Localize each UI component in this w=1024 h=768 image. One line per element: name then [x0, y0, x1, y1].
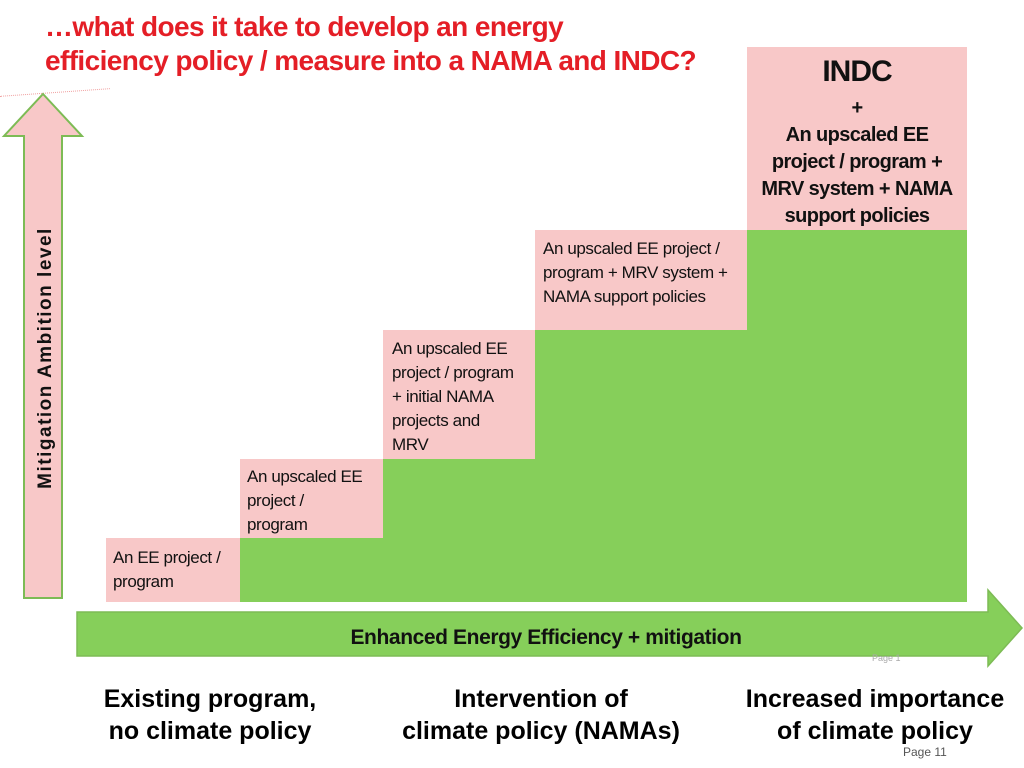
- step-4-line-1: An upscaled EE project /: [543, 239, 720, 258]
- footer-left: Existing program, no climate policy: [60, 683, 360, 747]
- step-2-line-3: program: [247, 515, 308, 534]
- vertical-arrow: [1, 92, 85, 599]
- step-box-4: An upscaled EE project / program + MRV s…: [535, 230, 747, 330]
- step-box-1: An EE project / program: [106, 538, 240, 602]
- step-box-2: An upscaled EE project / program: [240, 459, 383, 538]
- faint-page-label: Page 1: [872, 653, 901, 663]
- slide-title: …what does it take to develop an energy …: [45, 10, 725, 78]
- step-3-line-2: project / program: [392, 363, 514, 382]
- footer-center-line-2: climate policy (NAMAs): [402, 717, 680, 745]
- green-block-4: [747, 230, 967, 331]
- step-2-line-2: project /: [247, 491, 304, 510]
- step-3-line-3: + initial NAMA: [392, 387, 494, 406]
- green-block-3: [535, 330, 967, 460]
- vertical-axis-label-text: Mitigation Ambition level: [35, 227, 56, 489]
- indc-box: INDC + An upscaled EE project / program …: [747, 47, 967, 230]
- indc-line-2: project / program +: [771, 151, 943, 173]
- green-block-2: [383, 459, 967, 539]
- step-2-line-1: An upscaled EE: [247, 467, 363, 486]
- horizontal-arrow: [76, 588, 1024, 668]
- horizontal-arrow-label: Enhanced Energy Efficiency + mitigation: [350, 626, 742, 649]
- title-line-2: efficiency policy / measure into a NAMA …: [45, 45, 697, 76]
- step-box-3: An upscaled EE project / program + initi…: [383, 330, 535, 459]
- footer-right-line-2: of climate policy: [777, 717, 973, 745]
- page-number: Page 11: [903, 745, 947, 759]
- footer-right: Increased importance of climate policy: [730, 683, 1020, 747]
- footer-left-line-1: Existing program,: [103, 685, 317, 713]
- footer-left-line-2: no climate policy: [108, 717, 312, 745]
- step-3-line-5: MRV: [392, 435, 429, 454]
- step-4-line-2: program + MRV system +: [543, 263, 728, 282]
- indc-heading: INDC: [822, 55, 892, 88]
- footer-center-line-1: Intervention of: [454, 685, 628, 713]
- footer-center: Intervention of climate policy (NAMAs): [380, 683, 702, 747]
- indc-plus: +: [851, 97, 863, 119]
- step-4-line-3: NAMA support policies: [543, 287, 706, 306]
- vertical-axis-label: Mitigation Ambition level: [28, 188, 64, 528]
- step-3-line-1: An upscaled EE: [392, 339, 508, 358]
- indc-line-4: support policies: [784, 205, 930, 227]
- indc-line-1: An upscaled EE: [785, 124, 929, 146]
- footer-right-line-1: Increased importance: [745, 685, 1005, 713]
- step-1-line-1: An EE project /: [113, 548, 221, 567]
- step-3-line-4: projects and: [392, 411, 480, 430]
- indc-line-3: MRV system + NAMA: [761, 178, 953, 200]
- green-block-1: [240, 538, 967, 602]
- title-line-1: …what does it take to develop an energy: [45, 11, 564, 42]
- step-1-line-2: program: [113, 572, 174, 591]
